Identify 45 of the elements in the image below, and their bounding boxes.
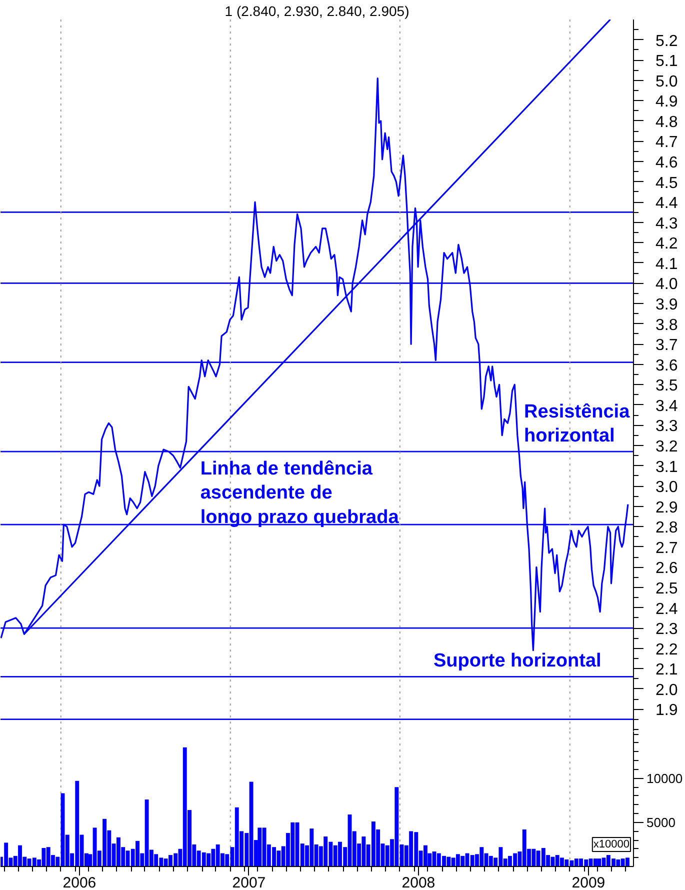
- y-tick-label: 4.1: [656, 256, 678, 273]
- y-tick-label: 1.9: [656, 702, 678, 720]
- y-tick-label: 2.3: [656, 621, 678, 638]
- annotation: x10000: [593, 838, 630, 850]
- x-tick-label: 2007: [232, 874, 266, 890]
- y-tick-label: 10000: [646, 770, 683, 786]
- y-tick-label: 3.4: [656, 398, 678, 415]
- y-tick-label: 4.9: [656, 94, 678, 111]
- y-tick-label: 3.8: [656, 316, 678, 334]
- x-tick-label: 2006: [62, 874, 96, 890]
- y-tick-label: 2.6: [656, 560, 678, 578]
- y-tick-label: 4.4: [656, 195, 678, 212]
- y-tick-label: 3.6: [656, 357, 678, 374]
- y-tick-label: 4.2: [656, 236, 678, 253]
- y-tick-label: 3.7: [656, 337, 678, 354]
- y-tick-label: 5.2: [656, 32, 678, 50]
- y-tick-label: 3.1: [656, 458, 678, 476]
- y-tick-label: 3.9: [656, 296, 678, 314]
- y-tick-label: 2.1: [656, 662, 678, 679]
- y-tick-label: 4.7: [656, 134, 678, 152]
- y-tick-label: 2.0: [656, 682, 678, 699]
- y-tick-label: 4.6: [656, 154, 678, 172]
- annotation: Resistência horizontal: [524, 401, 630, 447]
- x-tick-label: 2008: [402, 874, 436, 890]
- y-tick-label: 3.0: [656, 479, 678, 496]
- y-tick-label: 2.7: [656, 540, 678, 557]
- y-tick-label: 4.3: [656, 215, 678, 232]
- annotation: Suporte horizontal: [433, 650, 602, 672]
- y-tick-label: 2.5: [656, 580, 678, 598]
- annotation: Linha de tendência ascendente de longo prazo quebrada: [200, 458, 400, 528]
- y-tick-label: 4.5: [656, 174, 678, 192]
- y-tick-label: 2.9: [656, 499, 678, 516]
- y-tick-label: 2.4: [656, 600, 678, 618]
- y-tick-label: 5.1: [656, 53, 678, 70]
- y-tick-label: 5000: [646, 814, 676, 830]
- y-tick-label: 2.8: [656, 520, 678, 537]
- y-tick-label: 5.0: [656, 73, 678, 90]
- y-tick-label: 3.5: [656, 378, 678, 395]
- y-tick-label: 4.0: [656, 276, 678, 294]
- y-tick-label: 3.2: [656, 438, 678, 456]
- chart-title: 1 (2.840, 2.930, 2.840, 2.905): [224, 3, 410, 19]
- y-tick-label: 4.8: [656, 114, 678, 131]
- y-tick-label: 2.2: [656, 641, 678, 658]
- x-tick-label: 2009: [572, 874, 606, 890]
- y-tick-label: 3.3: [656, 418, 678, 436]
